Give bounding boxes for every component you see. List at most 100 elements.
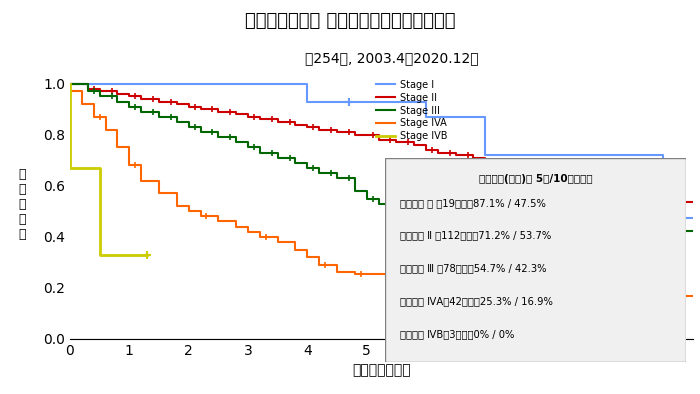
Stage III: [511, 217, 519, 221]
Stage III: [291, 160, 300, 165]
Stage II: [244, 115, 252, 119]
Stage IVA: [173, 204, 181, 208]
Stage II: [422, 148, 430, 152]
Stage II: [659, 199, 668, 204]
Stage II: [173, 102, 181, 106]
Stage III: [95, 94, 104, 99]
Stage I: [422, 115, 430, 119]
Stage II: [351, 132, 359, 137]
Stage IVA: [291, 247, 300, 252]
Stage II: [434, 150, 442, 155]
Stage III: [274, 155, 282, 160]
Stage I: [303, 99, 312, 104]
Stage III: [113, 99, 122, 104]
Stage I: [659, 215, 668, 220]
Stage I: [185, 81, 193, 86]
Stage I: [66, 81, 74, 86]
Stage II: [83, 86, 92, 91]
Stage III: [332, 176, 341, 180]
Text: ステージ Ｉ （19例）：87.1% / 47.5%: ステージ Ｉ （19例）：87.1% / 47.5%: [400, 198, 546, 208]
Stage III: [351, 188, 359, 193]
Stage IVB: [143, 252, 151, 257]
Stage II: [155, 99, 163, 104]
Stage III: [659, 229, 668, 233]
Stage II: [469, 155, 477, 160]
Line: Stage II: Stage II: [70, 84, 693, 202]
Stage IVB: [95, 252, 104, 257]
Stage IVA: [570, 294, 578, 298]
Stage I: [600, 153, 608, 158]
Stage II: [570, 183, 578, 188]
Stage II: [493, 165, 501, 170]
Line: Stage IVB: Stage IVB: [70, 84, 147, 255]
Stage III: [66, 81, 74, 86]
Stage II: [137, 97, 146, 101]
Stage I: [95, 81, 104, 86]
Stage I: [689, 215, 697, 220]
Stage III: [173, 120, 181, 125]
Stage IVA: [363, 272, 371, 277]
Stage II: [291, 122, 300, 127]
Stage III: [392, 204, 400, 208]
Stage IVA: [274, 240, 282, 244]
Line: Stage III: Stage III: [70, 84, 693, 231]
Stage II: [232, 112, 240, 117]
Text: ステージ ⅣA（42例）：25.3% / 16.9%: ステージ ⅣA（42例）：25.3% / 16.9%: [400, 296, 553, 306]
Stage I: [155, 81, 163, 86]
Stage III: [232, 140, 240, 145]
Stage II: [66, 81, 74, 86]
Stage III: [410, 206, 419, 211]
Stage II: [689, 199, 697, 204]
Stage IVA: [659, 294, 668, 298]
Stage II: [256, 117, 264, 122]
Stage I: [540, 153, 549, 158]
Stage II: [528, 171, 537, 175]
Stage IVA: [185, 209, 193, 214]
Stage IVA: [452, 285, 460, 290]
Stage IVA: [137, 178, 146, 183]
Text: ステージ Ⅱ （112例）：71.2% / 53.7%: ステージ Ⅱ （112例）：71.2% / 53.7%: [400, 230, 552, 240]
Stage II: [600, 191, 608, 196]
Line: Stage I: Stage I: [70, 84, 693, 217]
Text: （254例, 2003.4〜2020.12）: （254例, 2003.4〜2020.12）: [305, 51, 479, 65]
Stage IVA: [315, 262, 323, 267]
Stage III: [137, 110, 146, 114]
Stage IVA: [256, 234, 264, 239]
Stage III: [422, 209, 430, 214]
Stage III: [689, 229, 697, 233]
Stage IVA: [392, 281, 400, 285]
Stage IVA: [196, 214, 204, 219]
Stage III: [214, 135, 223, 139]
Stage IVA: [511, 290, 519, 295]
Stage II: [95, 89, 104, 94]
Stage II: [481, 163, 489, 168]
Stage IVA: [102, 127, 110, 132]
Stage I: [332, 99, 341, 104]
Stage IVA: [540, 293, 549, 298]
Stage IVA: [214, 219, 223, 224]
Text: ステージ Ⅲ （78例）：54.7% / 42.3%: ステージ Ⅲ （78例）：54.7% / 42.3%: [400, 263, 547, 273]
Stage IVA: [481, 288, 489, 293]
Stage IVA: [351, 272, 359, 277]
Stage II: [511, 168, 519, 173]
Stage II: [332, 130, 341, 134]
Stage III: [155, 115, 163, 119]
Stage I: [481, 153, 489, 158]
Stage III: [125, 104, 134, 109]
FancyBboxPatch shape: [385, 158, 686, 362]
Stage I: [452, 115, 460, 119]
Stage II: [374, 138, 383, 142]
Stage IVB: [66, 81, 74, 86]
Stage II: [274, 120, 282, 125]
Stage III: [570, 222, 578, 227]
Stage I: [244, 81, 252, 86]
Stage III: [256, 150, 264, 155]
Stage IVA: [232, 224, 240, 229]
Stage II: [629, 196, 638, 201]
Stage IVA: [244, 229, 252, 234]
Stage II: [185, 104, 193, 109]
Stage IVA: [332, 270, 341, 275]
Stage IVA: [125, 163, 134, 168]
Stage II: [363, 132, 371, 137]
Stage IVA: [155, 191, 163, 196]
